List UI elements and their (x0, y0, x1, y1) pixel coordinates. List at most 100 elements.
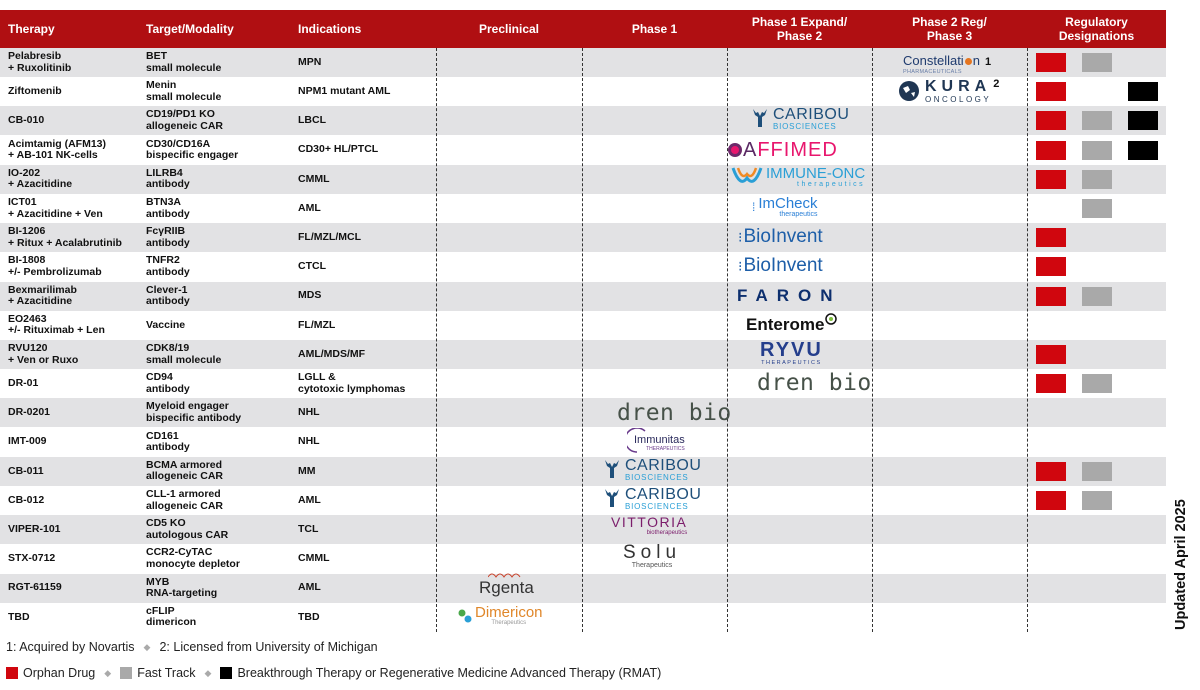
therapy-cell-line: STX-0712 (8, 552, 56, 565)
table-row: DR-01 CD94 antibody LGLL & cytotoxic lymphom… (0, 369, 1166, 399)
fast-track-marker (1082, 169, 1112, 189)
constellation-tail: n (972, 52, 980, 68)
target-cell: Vaccine (146, 311, 294, 340)
target-cell: CD161 antibody (146, 428, 294, 457)
divider-phase2 (872, 48, 873, 632)
immunitas-name: Immunitas (634, 434, 685, 446)
legend-breakthrough: Breakthrough Therapy or Regenerative Med… (237, 666, 662, 680)
target-cell-line: antibody (146, 265, 190, 278)
indication-cell-line: CD30+ HL/PTCL (298, 143, 379, 156)
indication-cell: TCL (298, 515, 434, 544)
indication-cell-line: FL/MZL (298, 318, 336, 331)
header-phase2-reg-line1: Phase 2 Reg/ (912, 15, 987, 29)
orphan-drug-marker (1036, 461, 1066, 481)
therapy-cell-line: +/- Pembrolizumab (8, 265, 102, 278)
indication-cell: CD30+ HL/PTCL (298, 136, 434, 165)
target-cell-line: CDK8/19 (146, 342, 190, 354)
table-row: DR-0201 Myeloid engager bispecific antibod… (0, 398, 1166, 428)
fast-track-marker (1082, 111, 1112, 131)
header-phase1: Phase 1 (631, 22, 678, 36)
therapy-cell: CB-012 (8, 486, 143, 515)
therapy-cell-line: + AB-101 NK-cells (8, 149, 98, 162)
caribou-subtitle: BIOSCIENCES (625, 473, 689, 482)
divider-preclinical (436, 48, 437, 632)
vittoria-logo: VITTORIA biotherapeutics (611, 515, 687, 543)
target-cell: BET small molecule (146, 48, 294, 77)
indication-cell: AML (298, 486, 434, 515)
indication-cell: TBD (298, 603, 434, 632)
therapy-cell-line: EO2463 (8, 312, 47, 325)
therapy-cell-line: + Azacitidine (8, 295, 73, 308)
vittoria-subtitle: biotherapeutics (646, 530, 688, 536)
indication-cell-line: AML (298, 201, 321, 214)
target-cell: MYB RNA-targeting (146, 574, 294, 603)
caribou-logo: CARIBOU BIOSCIENCES (749, 106, 849, 132)
indication-cell-line: cytotoxic lymphomas (298, 382, 406, 395)
constellation-name: Constellati (903, 52, 964, 68)
target-cell-line: CD161 (146, 429, 179, 442)
diamond-separator-icon: ◆ (204, 667, 212, 678)
header-target: Target/Modality (146, 22, 234, 36)
table-row: CB-010 CD19/PD1 KO allogeneic CAR LBCL (0, 106, 1166, 136)
legend-orphan: Orphan Drug (23, 666, 96, 680)
breakthrough-marker (1128, 82, 1158, 102)
divider-phase1 (582, 48, 583, 632)
footnote-novartis: 1: Acquired by Novartis (6, 640, 135, 654)
table-row: ICT01 + Azacitidine + Ven BTN3A antibody AML (0, 194, 1166, 223)
indication-cell-line: NPM1 mutant AML (298, 84, 391, 97)
indication-cell: FL/MZL (298, 311, 434, 340)
target-cell: Myeloid engager bispecific antibody (146, 398, 294, 427)
therapy-cell-line: Ziftomenib (8, 84, 62, 97)
solu-name: Solu (623, 542, 682, 563)
indication-cell: AML (298, 194, 434, 223)
constellation-subtitle: PHARMACEUTICALS (903, 68, 962, 75)
rgenta-wave-icon (488, 573, 521, 578)
therapy-cell-line: ICT01 (8, 196, 37, 208)
target-cell-line: cFLIP (146, 604, 175, 617)
dren-bio-name: dren bio (617, 400, 732, 426)
legend-fast: Fast Track (137, 666, 196, 680)
indication-cell: AML/MDS/MF (298, 340, 434, 369)
target-cell: cFLIP dimericon (146, 603, 294, 632)
therapy-cell-line: + Azacitidine + Ven (8, 207, 103, 220)
header-phase2-reg: Phase 2 Reg/ Phase 3 (872, 10, 1027, 48)
target-cell: BCMA armored allogeneic CAR (146, 457, 294, 486)
target-cell-line: antibody (146, 236, 190, 249)
therapy-cell-line: TBD (8, 610, 30, 623)
therapy-cell-line: + Azacitidine (8, 178, 73, 191)
imcheck-logo: ⁞ ImCheck therapeutics (752, 193, 818, 221)
indication-cell-line: CMML (298, 172, 330, 185)
indication-cell-line: AML (298, 581, 321, 594)
therapy-cell: BI-1206 + Ritux + Acalabrutinib (8, 223, 143, 252)
header-indications: Indications (298, 22, 362, 36)
table-row: BI-1808 +/- Pembrolizumab TNFR2 antibody CTC… (0, 252, 1166, 282)
immunitas-logo: Immunitas THERAPEUTICS (627, 428, 697, 456)
caribou-name: CARIBOU (625, 457, 702, 474)
indication-cell: AML (298, 574, 434, 603)
table-row: VIPER-101 CD5 KO autologous CAR TCL (0, 515, 1166, 545)
orphan-drug-marker (1036, 111, 1066, 131)
dren-bio-name: dren bio (757, 370, 872, 396)
target-cell-line: BET (146, 50, 167, 62)
target-cell-line: CD94 (146, 371, 173, 384)
target-cell-line: small molecule (146, 353, 222, 366)
therapy-cell-line: + Ruxolitinib (8, 61, 72, 74)
indication-cell: CTCL (298, 252, 434, 281)
therapy-cell: Pelabresib + Ruxolitinib (8, 48, 143, 77)
target-cell: CD30/CD16A bispecific engager (146, 136, 294, 165)
bioinvent-logo-2: ⁝ BioInvent (738, 253, 823, 279)
footnotes: 1: Acquired by Novartis ◆ 2: Licensed fr… (6, 640, 378, 654)
affimed-cell-icon (728, 143, 742, 157)
therapy-cell: Ziftomenib (8, 77, 143, 106)
divider-regulatory (1027, 48, 1028, 632)
ryvu-logo: RYVU THERAPEUTICS (760, 340, 823, 368)
orphan-drug-marker (1036, 257, 1066, 277)
fast-track-marker (1082, 491, 1112, 510)
therapy-cell: CB-010 (8, 106, 143, 135)
caribou-antler-icon (753, 109, 767, 127)
ryvu-subtitle: THERAPEUTICS (761, 360, 822, 366)
therapy-cell-line: Bexmarilimab (8, 283, 77, 296)
dren-bio-logo: dren bio (757, 369, 872, 397)
target-cell-line: BCMA armored (146, 458, 223, 471)
therapy-cell-line: VIPER-101 (8, 522, 61, 535)
